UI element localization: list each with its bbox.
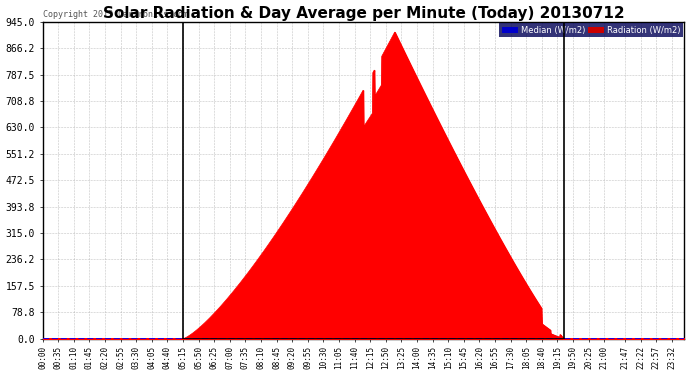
Legend: Median (W/m2), Radiation (W/m2): Median (W/m2), Radiation (W/m2) [499,23,683,38]
Bar [183,22,564,339]
Text: Copyright 2013 Cartronics.com: Copyright 2013 Cartronics.com [43,9,188,18]
Title: Solar Radiation & Day Average per Minute (Today) 20130712: Solar Radiation & Day Average per Minute… [103,6,624,21]
